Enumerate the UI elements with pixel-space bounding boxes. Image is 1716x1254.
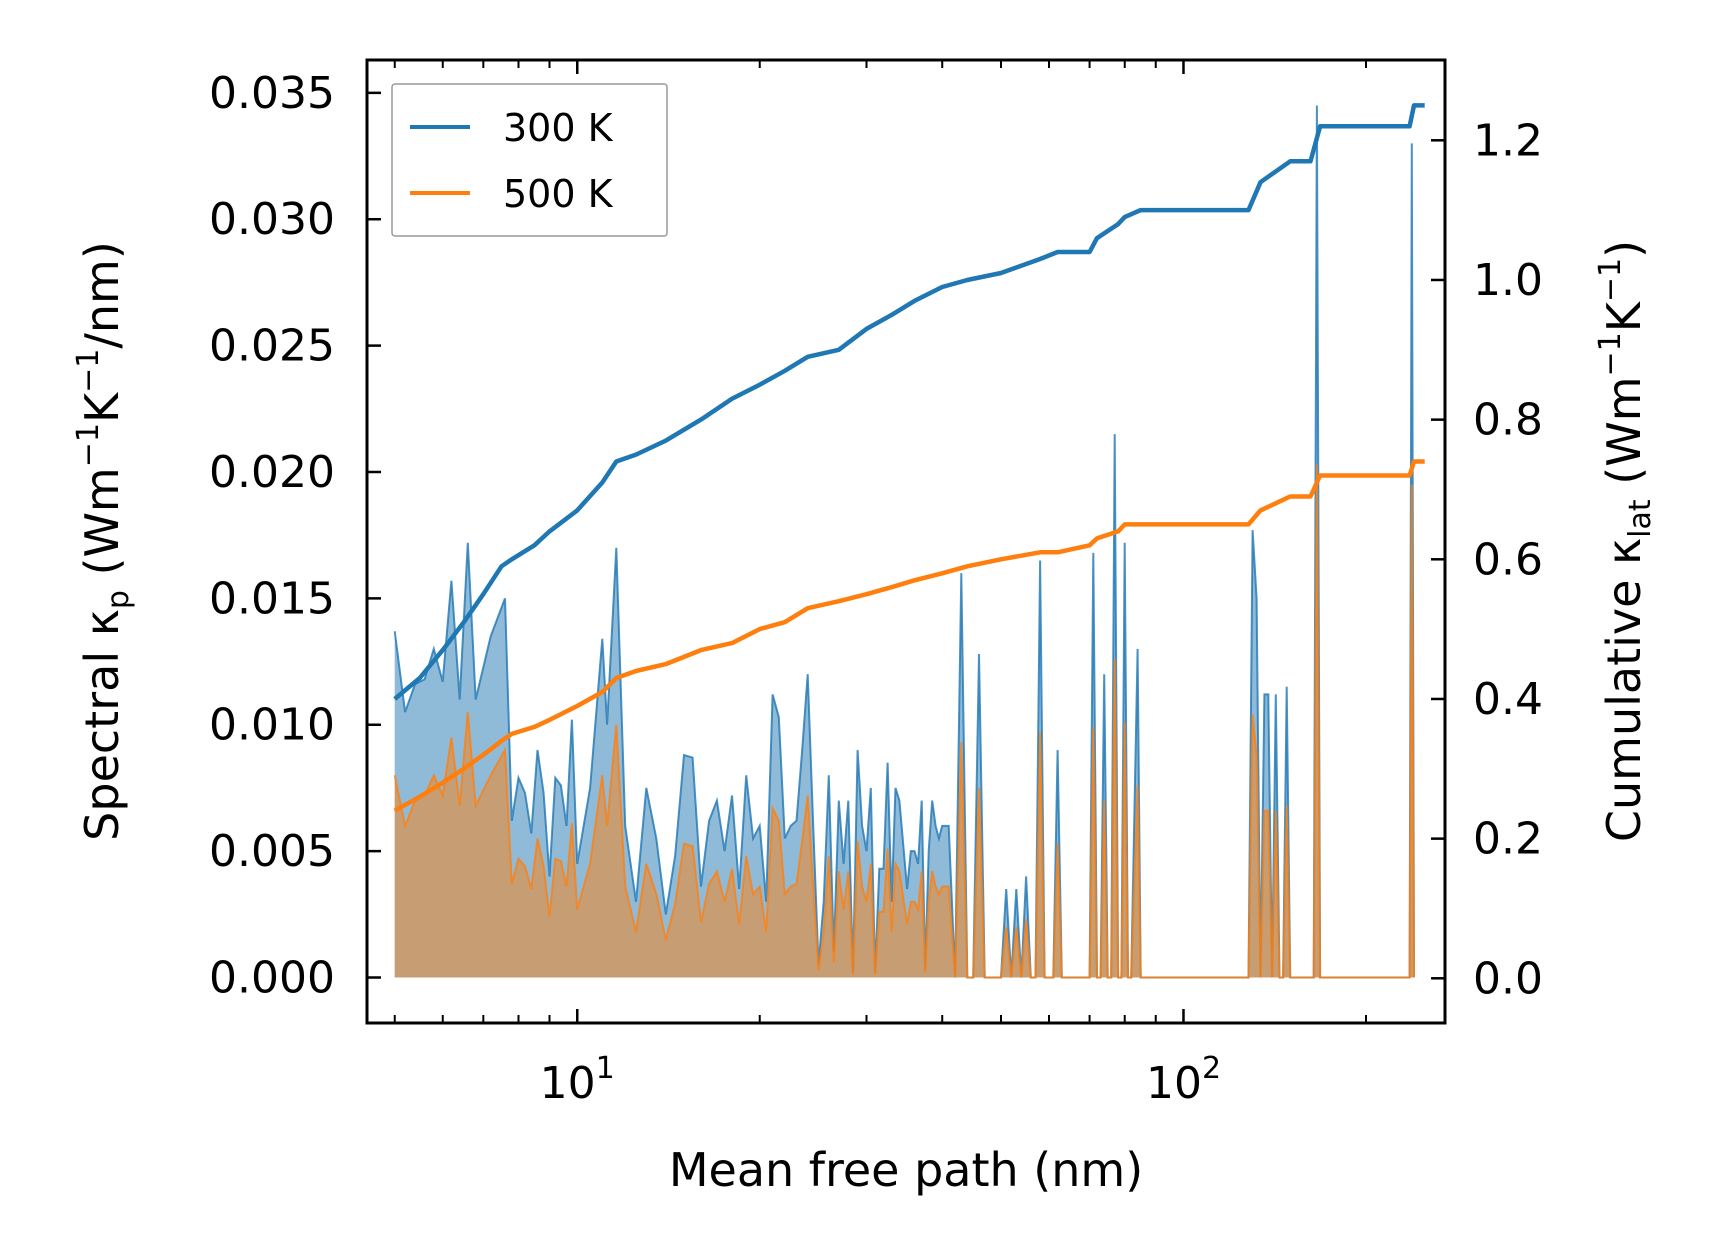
y-right-tick-label: 0.0 (1473, 953, 1543, 1004)
spectral-fill-500k (394, 464, 1414, 978)
x-tick-label-10: 101 (540, 1051, 615, 1109)
y-right-tick-label: 0.6 (1473, 534, 1543, 585)
spectral-fills (393, 105, 1415, 979)
x-axis-label: Mean free path (nm) (669, 1143, 1143, 1197)
y-right-tick-label: 1.0 (1473, 255, 1543, 306)
y-left-tick-label: 0.000 (209, 953, 335, 1004)
x-tick-label-100: 102 (1146, 1051, 1221, 1109)
x-tick-exp: 2 (1202, 1051, 1221, 1086)
legend-label-300k: 300 K (503, 106, 614, 150)
legend-frame (391, 83, 668, 237)
y-right-tick-label: 1.2 (1473, 115, 1543, 166)
y-left-tick-label: 0.005 (209, 826, 335, 877)
y-left-tick-label: 0.015 (209, 573, 335, 624)
y-left-tick-label: 0.020 (209, 447, 335, 498)
legend-label-500k: 500 K (503, 172, 614, 216)
left-tick-labels: 0.000 0.005 0.010 0.015 0.020 0.025 0.03… (209, 68, 335, 1004)
right-tick-labels: 0.0 0.2 0.4 0.6 0.8 1.0 1.2 (1473, 115, 1543, 1004)
cumulative-line-300k (393, 103, 1425, 701)
plot-area (393, 103, 1425, 979)
y-right-tick-label: 0.4 (1473, 674, 1543, 725)
y-right-tick-label: 0.2 (1473, 814, 1543, 865)
cumulative-line-500k (393, 459, 1425, 813)
y-left-axis-label: Spectral κp (Wm−1K−1/nm) (71, 241, 136, 841)
y-right-axis-label: Cumulative κlat (Wm−1K−1) (1593, 240, 1658, 842)
legend: 300 K 500 K (391, 83, 668, 237)
y-left-tick-label: 0.010 (209, 700, 335, 751)
cumulative-lines (393, 103, 1425, 813)
y-left-tick-label: 0.035 (209, 68, 335, 119)
x-tick-exp: 1 (596, 1051, 615, 1086)
y-left-tick-label: 0.030 (209, 194, 335, 245)
spectral-line-500k (393, 464, 1415, 979)
y-left-tick-label: 0.025 (209, 321, 335, 372)
y-right-tick-label: 0.8 (1473, 395, 1543, 446)
x-tick-base: 10 (1146, 1058, 1202, 1109)
plot-frame (365, 58, 1447, 1025)
x-tick-base: 10 (540, 1058, 596, 1109)
